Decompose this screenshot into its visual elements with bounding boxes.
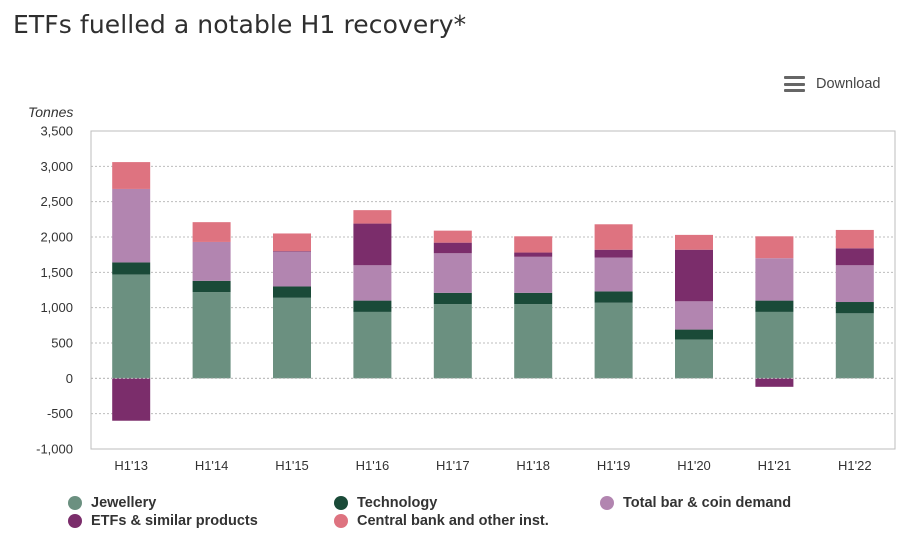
bar-etfs-similar-products <box>433 242 472 254</box>
legend-label: Total bar & coin demand <box>623 495 792 511</box>
y-tick-label: 2,500 <box>40 194 73 209</box>
bar-total-bar-coin-demand <box>675 301 713 330</box>
bar-central-bank-and-other-inst <box>112 162 151 189</box>
bar-central-bank-and-other-inst <box>433 230 472 243</box>
legend-swatch <box>334 514 348 528</box>
y-tick-label: 500 <box>51 336 73 351</box>
legend-swatch <box>600 496 614 510</box>
y-tick-label: -1,000 <box>36 442 73 457</box>
bar-central-bank-and-other-inst <box>594 224 633 250</box>
bar-etfs-similar-products <box>594 249 633 258</box>
bar-etfs-similar-products <box>353 223 392 266</box>
legend-label: Technology <box>357 495 438 511</box>
bar-total-bar-coin-demand <box>755 258 794 301</box>
bar-technology <box>112 262 151 275</box>
bar-technology <box>514 292 553 305</box>
bar-central-bank-and-other-inst <box>755 236 794 259</box>
x-tick-label: H1'15 <box>275 458 309 473</box>
bar-jewellery <box>675 339 713 379</box>
x-tick-label: H1'14 <box>195 458 229 473</box>
bar-central-bank-and-other-inst <box>353 210 392 224</box>
bar-technology <box>192 280 231 293</box>
bar-jewellery <box>353 311 392 379</box>
bar-jewellery <box>594 302 633 379</box>
legend-item[interactable]: Total bar & coin demand <box>600 495 791 511</box>
x-tick-label: H1'20 <box>677 458 711 473</box>
x-tick-label: H1'13 <box>114 458 148 473</box>
y-axis-title: Tonnes <box>28 104 73 120</box>
legend-label: Central bank and other inst. <box>357 513 549 529</box>
y-tick-label: 1,500 <box>40 265 73 280</box>
legend-item[interactable]: Central bank and other inst. <box>334 513 549 529</box>
bar-jewellery <box>273 297 311 379</box>
bar-total-bar-coin-demand <box>433 253 472 293</box>
legend-label: Jewellery <box>91 495 157 511</box>
legend-item[interactable]: Jewellery <box>68 495 156 511</box>
bar-central-bank-and-other-inst <box>273 233 311 252</box>
y-tick-label: -500 <box>47 406 73 421</box>
bar-technology <box>273 286 311 298</box>
legend-item[interactable]: ETFs & similar products <box>68 513 258 529</box>
bar-central-bank-and-other-inst <box>192 222 231 242</box>
x-tick-label: H1'16 <box>356 458 390 473</box>
bar-total-bar-coin-demand <box>594 257 633 292</box>
x-tick-label: H1'18 <box>516 458 550 473</box>
plot-frame <box>90 130 896 450</box>
bar-central-bank-and-other-inst <box>514 236 553 253</box>
legend-swatch <box>334 496 348 510</box>
x-tick-label: H1'17 <box>436 458 470 473</box>
bar-jewellery <box>835 313 874 379</box>
bar-jewellery <box>433 304 472 379</box>
download-button[interactable]: Download <box>784 73 881 95</box>
bar-jewellery <box>514 304 553 379</box>
bar-etfs-similar-products <box>514 252 553 257</box>
menu-icon <box>784 76 805 92</box>
bar-technology <box>835 302 874 314</box>
x-tick-label: H1'22 <box>838 458 872 473</box>
bar-etfs-similar-products <box>835 248 874 266</box>
bar-central-bank-and-other-inst <box>835 229 874 249</box>
bar-technology <box>433 292 472 305</box>
download-label: Download <box>816 76 881 92</box>
bar-etfs-similar-products <box>273 251 311 252</box>
bar-etfs-similar-products <box>112 378 151 421</box>
y-tick-label: 0 <box>66 371 73 386</box>
bar-jewellery <box>755 311 794 379</box>
y-tick-label: 3,000 <box>40 159 73 174</box>
legend-swatch <box>68 496 82 510</box>
chart-legend: Jewellery Technology Total bar & coin dema… <box>68 495 868 535</box>
legend-label: ETFs & similar products <box>91 513 258 529</box>
bar-technology <box>755 300 794 312</box>
y-tick-label: 1,000 <box>40 300 73 315</box>
bar-jewellery <box>112 274 151 379</box>
legend-item[interactable]: Technology <box>334 495 437 511</box>
bar-total-bar-coin-demand <box>835 265 874 303</box>
bar-total-bar-coin-demand <box>353 265 392 301</box>
chart-title: ETFs fuelled a notable H1 recovery* <box>13 10 467 39</box>
bar-central-bank-and-other-inst <box>675 234 713 250</box>
bar-total-bar-coin-demand <box>514 256 553 293</box>
bar-technology <box>675 329 713 340</box>
bar-total-bar-coin-demand <box>112 188 151 263</box>
x-tick-label: H1'21 <box>758 458 792 473</box>
bar-technology <box>594 291 633 303</box>
bar-etfs-similar-products <box>675 249 713 302</box>
legend-swatch <box>68 514 82 528</box>
y-tick-label: 2,000 <box>40 230 73 245</box>
bar-technology <box>353 300 392 312</box>
bar-total-bar-coin-demand <box>273 251 311 287</box>
bar-total-bar-coin-demand <box>192 241 231 281</box>
bar-jewellery <box>192 292 231 379</box>
bar-etfs-similar-products <box>755 378 794 387</box>
y-tick-label: 3,500 <box>40 124 73 139</box>
x-tick-label: H1'19 <box>597 458 631 473</box>
